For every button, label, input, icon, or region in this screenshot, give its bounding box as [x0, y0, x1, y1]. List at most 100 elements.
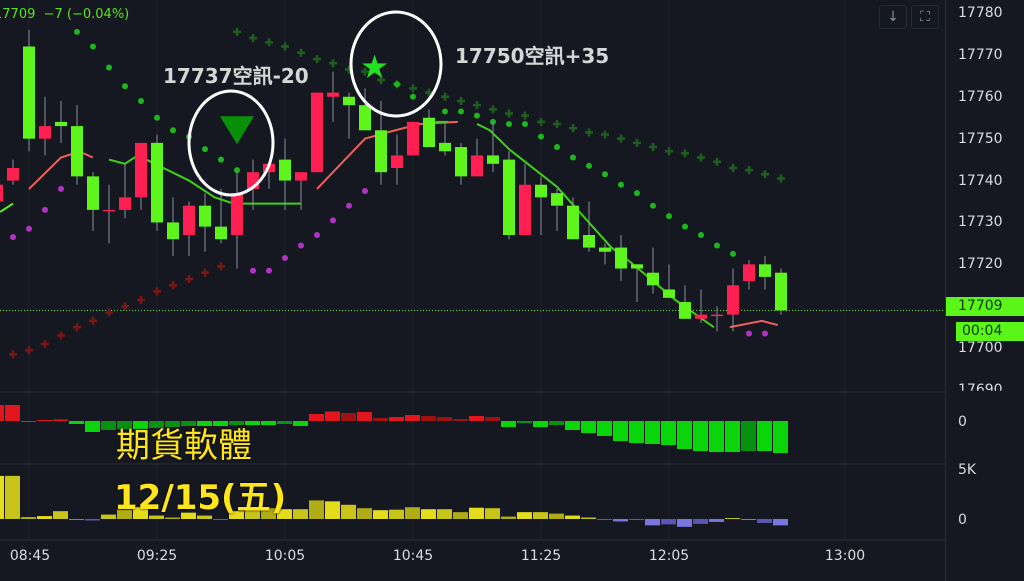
trend-line: [28, 152, 94, 190]
volume-bar: [693, 519, 708, 524]
candle-body: [519, 184, 531, 236]
stop-dot: [714, 242, 720, 249]
histogram-bar: [357, 412, 372, 421]
time-tick: 11:25: [520, 548, 562, 564]
time-tick: 08:45: [9, 548, 51, 564]
trail-cross: [73, 323, 81, 332]
volume-bar: [133, 507, 148, 519]
stop-dot: [42, 206, 48, 213]
stop-dots: [10, 28, 768, 337]
histogram-bar: [325, 411, 340, 421]
candle-body: [199, 205, 211, 227]
histogram-bar: [405, 415, 420, 421]
candle-body: [391, 155, 403, 168]
histogram-bar: [133, 421, 148, 429]
trail-crosses: [9, 27, 785, 359]
candle: [151, 134, 163, 231]
histogram-bar: [629, 421, 644, 443]
histogram-bar: [117, 421, 132, 429]
trail-cross: [457, 96, 465, 105]
candle-body: [87, 176, 99, 210]
price-tick: 17780: [958, 5, 1003, 21]
volume-bar: [565, 515, 580, 519]
volume-bar: [533, 512, 548, 519]
candle: [183, 201, 195, 256]
stop-dot: [442, 108, 448, 115]
volume-bar: [389, 509, 404, 519]
trail-cross: [745, 166, 753, 175]
volume-bar: [581, 517, 596, 519]
stop-dot: [330, 217, 336, 224]
trail-cross: [233, 27, 241, 36]
candle: [727, 268, 739, 332]
stop-dot: [362, 188, 368, 195]
stop-dot: [394, 81, 400, 88]
stop-dot: [474, 112, 480, 119]
volume-bar: [53, 511, 68, 519]
volume-bar: [261, 508, 276, 519]
trail-cross: [665, 147, 673, 156]
stop-dot: [282, 255, 288, 262]
histogram-bar: [0, 405, 4, 421]
candle: [471, 138, 483, 177]
exit-signal-label: 17750空訊+35: [455, 44, 610, 68]
macd-zero-tick: 0: [958, 414, 967, 430]
sell-triangle-icon: [220, 116, 254, 145]
histogram-bar: [245, 421, 260, 425]
trail-cross: [41, 339, 49, 348]
stop-dot: [170, 127, 176, 134]
histogram-bar: [373, 418, 388, 421]
histogram-bar: [181, 421, 196, 426]
candle: [71, 105, 83, 185]
candle-body: [759, 264, 771, 277]
histogram-bar: [693, 421, 708, 451]
volume-bar: [165, 517, 180, 519]
stop-dot: [298, 242, 304, 249]
chart-canvas[interactable]: [0, 0, 945, 581]
histogram-bar: [533, 421, 548, 427]
candle-body: [167, 222, 179, 240]
sell-signal-label: 17737空訊-20: [163, 64, 309, 88]
candle: [87, 172, 99, 231]
candle-body: [279, 159, 291, 181]
histogram-bar: [517, 421, 532, 423]
trend-line: [476, 123, 715, 328]
trail-cross: [201, 268, 209, 277]
trail-cross: [329, 59, 337, 68]
candle-body: [535, 184, 547, 198]
stop-dot: [218, 156, 224, 163]
trend-lines: [0, 120, 779, 329]
stop-dot: [234, 167, 240, 174]
histogram-bar: [197, 421, 212, 426]
candle-body: [0, 184, 3, 202]
time-tick: 10:45: [392, 548, 434, 564]
candle-body: [327, 92, 339, 97]
histogram-bar: [645, 421, 660, 444]
volume-bar: [85, 519, 100, 521]
histogram-bar: [277, 421, 292, 424]
candle: [439, 121, 451, 156]
price-tick: 17760: [958, 89, 1003, 105]
fullscreen-button[interactable]: ⛶: [911, 5, 939, 29]
histogram-bar: [149, 421, 164, 428]
candle: [359, 88, 371, 131]
candle-body: [583, 235, 595, 248]
histogram-bar: [53, 419, 68, 421]
price-axis[interactable]: 17780 17770 17760 17750 17740 17730 1772…: [945, 0, 1024, 581]
histogram-bar: [453, 419, 468, 421]
stop-dot: [746, 330, 752, 337]
candle-body: [119, 197, 131, 210]
candle: [7, 159, 19, 185]
scroll-to-latest-button[interactable]: ↓: [879, 5, 907, 29]
volume-bar: [341, 504, 356, 519]
trail-cross: [217, 262, 225, 271]
candle-body: [711, 314, 723, 317]
volume-bar: [517, 512, 532, 519]
star-icon: [362, 54, 387, 78]
trail-cross: [265, 38, 273, 47]
candle: [231, 172, 243, 269]
candle: [455, 142, 467, 185]
volume-bar: [37, 516, 52, 519]
fullscreen-icon: ⛶: [920, 9, 930, 25]
histogram-bar: [437, 417, 452, 421]
